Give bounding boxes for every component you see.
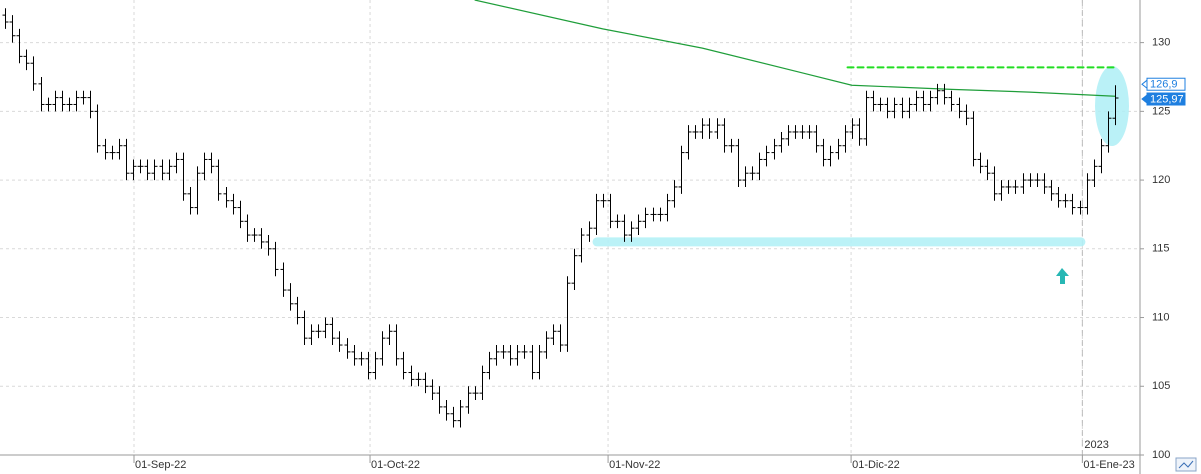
bar-layer — [2, 0, 1119, 428]
y-tick-label: 125 — [1152, 105, 1170, 117]
axis-layer: 100 105 110 115 120 125 130 01-Sep-22 01-Oct-22 0… — [133, 37, 1186, 471]
x-tick-label: 01-Sep-22 — [135, 459, 186, 471]
x-tick-label: 01-Oct-22 — [371, 459, 420, 471]
x-tick-label: 01-Dic-22 — [852, 459, 900, 471]
y-tick-label: 120 — [1152, 174, 1170, 186]
price-tag — [1146, 92, 1186, 106]
y-tick-label: 115 — [1152, 243, 1170, 255]
price-tag-label: 125,97 — [1150, 93, 1184, 105]
price-tag — [1146, 77, 1186, 91]
chart-icon-glyph — [1178, 460, 1194, 469]
highlight-ellipse — [1095, 66, 1129, 146]
annotation-layer — [592, 66, 1129, 284]
y-tick-label: 110 — [1152, 311, 1170, 323]
x-tick-label: 01-Ene-23 — [1083, 459, 1134, 471]
year-label: 2023 — [1084, 439, 1108, 451]
grid-layer — [0, 0, 1140, 456]
price-tag-label: 126,9 — [1150, 79, 1178, 91]
up-arrow — [1056, 268, 1069, 284]
x-tick-label: 01-Nov-22 — [609, 459, 660, 471]
y-tick-label: 100 — [1152, 449, 1170, 461]
y-tick-label: 130 — [1152, 37, 1170, 49]
y-tick-label: 105 — [1152, 380, 1170, 392]
moving-average-line — [474, 0, 1116, 97]
